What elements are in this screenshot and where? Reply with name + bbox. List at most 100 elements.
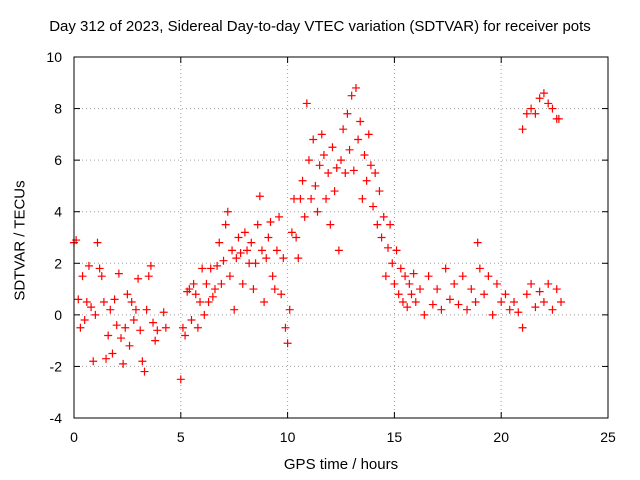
data-point	[420, 310, 429, 319]
data-point	[114, 269, 123, 278]
data-point	[366, 161, 375, 170]
data-point	[381, 272, 390, 281]
data-point	[544, 99, 553, 108]
data-point	[144, 272, 153, 281]
data-point	[379, 212, 388, 221]
data-point	[390, 279, 399, 288]
data-point	[386, 220, 395, 229]
data-point	[407, 290, 416, 299]
data-point	[243, 246, 252, 255]
data-point	[557, 297, 566, 306]
data-point	[140, 367, 149, 376]
y-tick-label: -2	[50, 358, 63, 374]
data-point	[253, 220, 262, 229]
data-point	[396, 264, 405, 273]
data-point	[234, 233, 243, 242]
x-tick-label: 25	[600, 429, 616, 445]
data-point	[294, 254, 303, 263]
data-point	[121, 323, 130, 332]
y-tick-label: -4	[50, 410, 63, 426]
data-point	[552, 285, 561, 294]
data-point	[332, 163, 341, 172]
data-point	[351, 83, 360, 92]
data-point	[106, 305, 115, 314]
y-tick-label: 0	[54, 307, 62, 323]
data-point	[134, 274, 143, 283]
data-point	[198, 264, 207, 273]
data-point	[112, 321, 121, 330]
data-point	[119, 359, 128, 368]
data-point	[82, 297, 91, 306]
data-point	[328, 143, 337, 152]
data-point	[215, 238, 224, 247]
data-point	[225, 272, 234, 281]
data-point	[458, 272, 467, 281]
data-point	[264, 233, 273, 242]
data-point	[471, 297, 480, 306]
data-point	[249, 285, 258, 294]
data-point	[539, 297, 548, 306]
data-point	[189, 279, 198, 288]
data-point	[213, 261, 222, 270]
data-point	[208, 292, 217, 301]
data-point	[110, 295, 119, 304]
data-point	[324, 169, 333, 178]
data-point	[149, 318, 158, 327]
data-point	[296, 194, 305, 203]
y-tick-label: 10	[46, 49, 62, 65]
x-axis-label: GPS time / hours	[283, 456, 399, 473]
data-point	[228, 246, 237, 255]
data-point	[97, 272, 106, 281]
data-point	[196, 297, 205, 306]
data-point	[302, 99, 311, 108]
data-point	[488, 310, 497, 319]
data-point	[72, 236, 81, 245]
data-point	[146, 261, 155, 270]
data-point	[480, 290, 489, 299]
data-point	[388, 259, 397, 268]
plot-frame	[73, 56, 609, 419]
data-point	[95, 264, 104, 273]
x-tick-label: 5	[177, 429, 185, 445]
data-point	[554, 114, 563, 123]
data-point	[251, 259, 260, 268]
data-point	[398, 297, 407, 306]
data-point	[535, 94, 544, 103]
data-point	[277, 290, 286, 299]
data-point	[129, 316, 138, 325]
data-point	[153, 326, 162, 335]
data-point	[193, 323, 202, 332]
data-point	[307, 194, 316, 203]
data-point	[123, 290, 132, 299]
data-point	[238, 279, 247, 288]
data-point	[80, 316, 89, 325]
data-point	[369, 202, 378, 211]
data-point	[217, 279, 226, 288]
data-point	[484, 272, 493, 281]
data-point	[108, 349, 117, 358]
data-point	[210, 285, 219, 294]
data-point	[283, 339, 292, 348]
data-point	[223, 207, 232, 216]
data-point	[535, 287, 544, 296]
data-point	[428, 300, 437, 309]
data-point	[221, 220, 230, 229]
x-tick-label: 20	[493, 429, 509, 445]
data-point	[125, 341, 134, 350]
data-point	[89, 357, 98, 366]
data-point	[204, 297, 213, 306]
data-point	[230, 305, 239, 314]
data-point	[206, 264, 215, 273]
data-point	[285, 305, 294, 314]
chart-title: Day 312 of 2023, Sidereal Day-to-day VTE…	[49, 18, 591, 35]
data-point	[522, 109, 531, 118]
y-tick-label: 6	[54, 152, 62, 168]
data-point	[445, 295, 454, 304]
data-point	[176, 375, 185, 384]
data-point	[272, 246, 281, 255]
data-point	[518, 323, 527, 332]
data-point	[257, 246, 266, 255]
data-point	[287, 228, 296, 237]
data-point	[358, 194, 367, 203]
